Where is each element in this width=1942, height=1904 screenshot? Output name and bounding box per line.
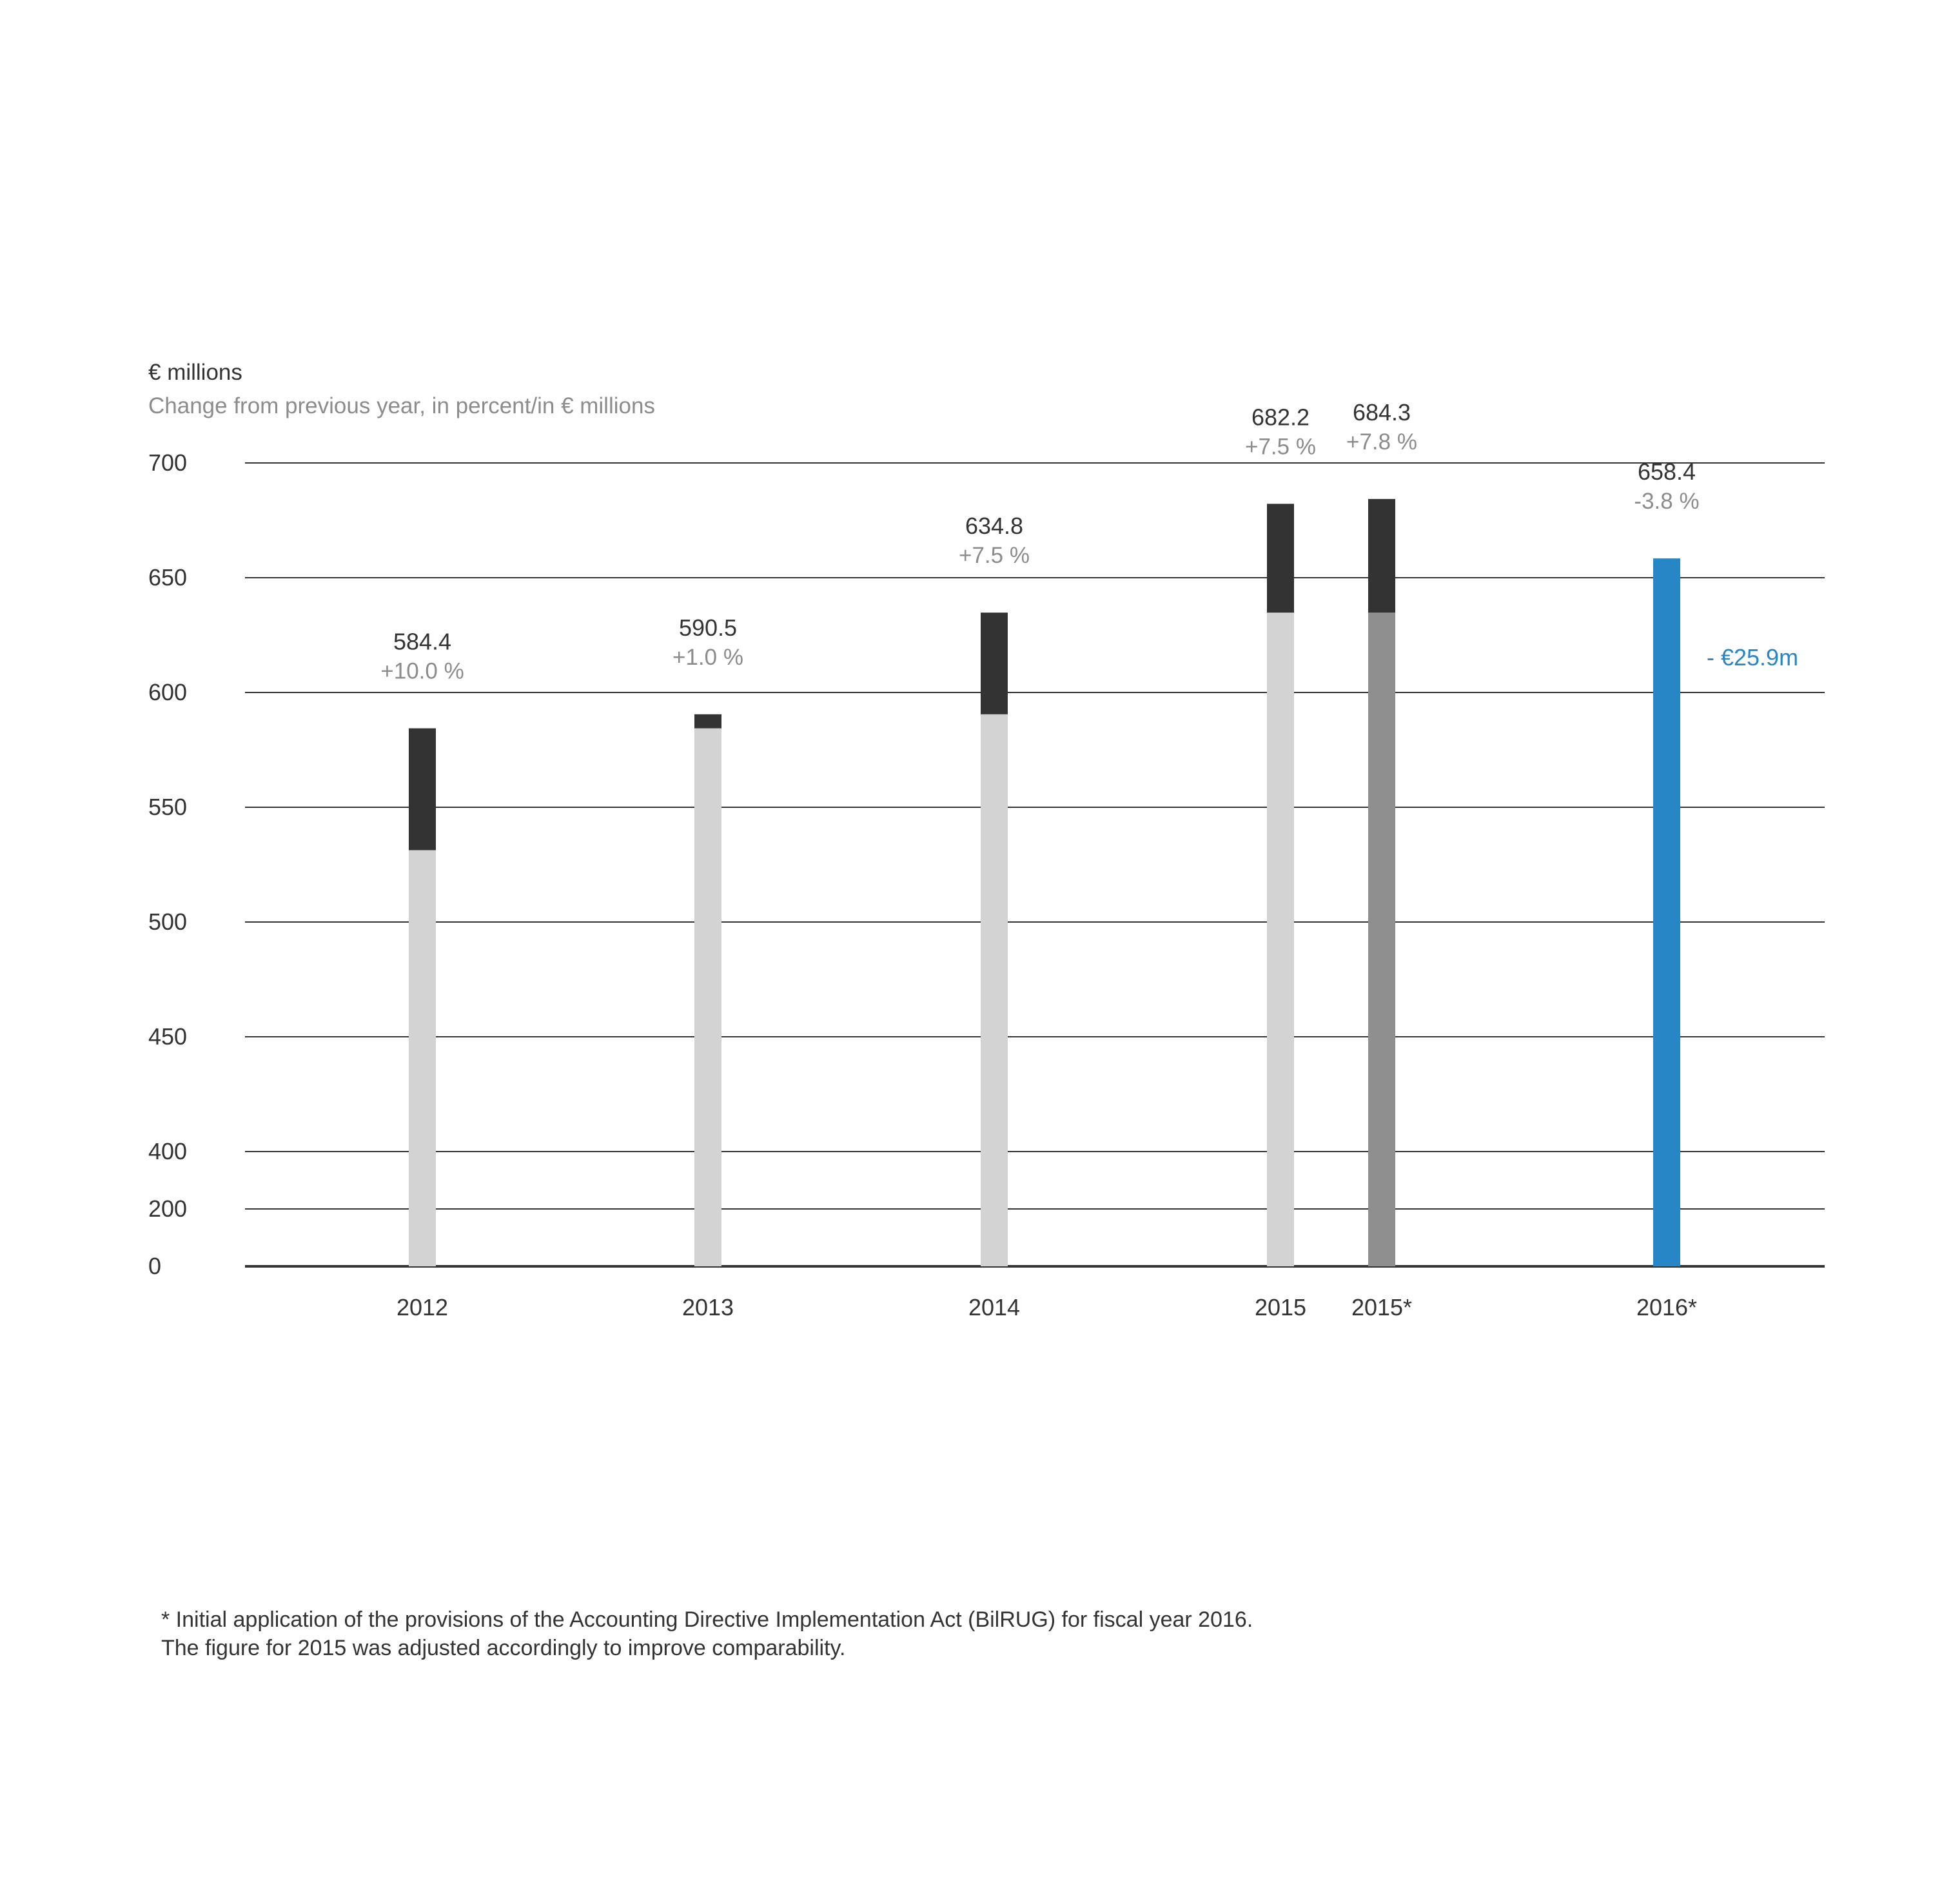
bar-base-2015* <box>1368 613 1395 1266</box>
chart-subtitle: Change from previous year, in percent/in… <box>148 393 655 418</box>
y-tick-label: 400 <box>148 1138 187 1164</box>
x-category-labels: 2012 2013 2014 2015 2015* 2016* <box>397 1294 1697 1320</box>
bar-increase-2013 <box>694 714 721 729</box>
x-category-label: 2015 <box>1255 1294 1306 1320</box>
bar-base-2012 <box>409 850 436 1266</box>
bar-increase-2012 <box>409 728 436 850</box>
value-label: 590.5 <box>679 614 737 641</box>
bar-base-2016* <box>1653 558 1680 1267</box>
y-tick-label: 200 <box>148 1195 187 1222</box>
bar-base-2013 <box>694 728 721 1266</box>
value-label: 584.4 <box>393 629 451 655</box>
y-tick-label: 600 <box>148 679 187 705</box>
y-tick-label: 550 <box>148 794 187 820</box>
annotation-label: - €25.9m <box>1707 644 1798 671</box>
bars <box>409 498 1680 1267</box>
change-label: +10.0 % <box>380 659 464 684</box>
x-category-label: 2013 <box>682 1294 734 1320</box>
footnote-line-2: The figure for 2015 was adjusted accordi… <box>161 1636 846 1660</box>
bar-base-2015 <box>1267 613 1294 1266</box>
data-labels: 584.4 +10.0 % 590.5 +1.0 % 634.8 +7.5 % 682.2 +… <box>380 399 1798 684</box>
grid-lines <box>245 462 1825 1268</box>
value-label: 682.2 <box>1251 404 1309 430</box>
x-category-label: 2014 <box>968 1294 1020 1320</box>
x-category-label: 2015* <box>1351 1294 1412 1320</box>
change-label: -3.8 % <box>1634 489 1699 514</box>
change-label: +7.5 % <box>1245 434 1316 459</box>
y-tick-label: 650 <box>148 564 187 591</box>
change-label: +7.8 % <box>1346 429 1417 455</box>
footnote: * Initial application of the provisions … <box>161 1605 1253 1662</box>
change-label: +1.0 % <box>672 645 743 670</box>
y-tick-label: 500 <box>148 908 187 935</box>
value-label: 658.4 <box>1638 458 1696 485</box>
y-axis-unit-label: € millions <box>148 360 242 385</box>
x-category-label: 2012 <box>397 1294 448 1320</box>
bar-base-2014 <box>981 714 1008 1266</box>
y-tick-label: 450 <box>148 1023 187 1050</box>
bar-increase-2014 <box>981 613 1008 714</box>
value-label: 684.3 <box>1353 399 1411 426</box>
y-tick-label: 700 <box>148 449 187 476</box>
value-label: 634.8 <box>965 513 1023 539</box>
bar-increase-2015* <box>1368 498 1395 613</box>
change-label: +7.5 % <box>959 543 1030 568</box>
y-tick-labels: 700 650 600 550 500 450 400 200 0 <box>148 449 187 1279</box>
bar-increase-2015 <box>1267 504 1294 613</box>
footnote-line-1: * Initial application of the provisions … <box>161 1607 1253 1632</box>
x-category-label: 2016* <box>1636 1294 1697 1320</box>
y-tick-label: 0 <box>148 1253 161 1279</box>
